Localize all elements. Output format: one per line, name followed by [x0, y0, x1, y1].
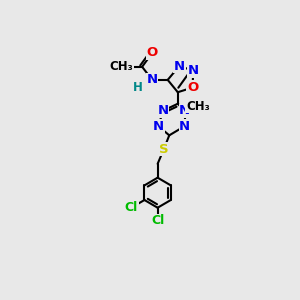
Text: N: N: [153, 120, 164, 133]
Text: N: N: [179, 120, 190, 133]
Text: S: S: [159, 143, 169, 156]
Text: O: O: [187, 81, 198, 94]
Text: O: O: [147, 46, 158, 59]
Text: N: N: [188, 64, 199, 77]
Text: N: N: [147, 74, 158, 86]
Text: H: H: [133, 81, 143, 94]
Text: N: N: [174, 59, 185, 73]
Text: CH₃: CH₃: [109, 60, 133, 73]
Text: CH₃: CH₃: [186, 100, 210, 112]
Text: N: N: [158, 104, 169, 117]
Text: N: N: [179, 104, 190, 117]
Text: Cl: Cl: [125, 201, 138, 214]
Text: Cl: Cl: [151, 214, 164, 227]
